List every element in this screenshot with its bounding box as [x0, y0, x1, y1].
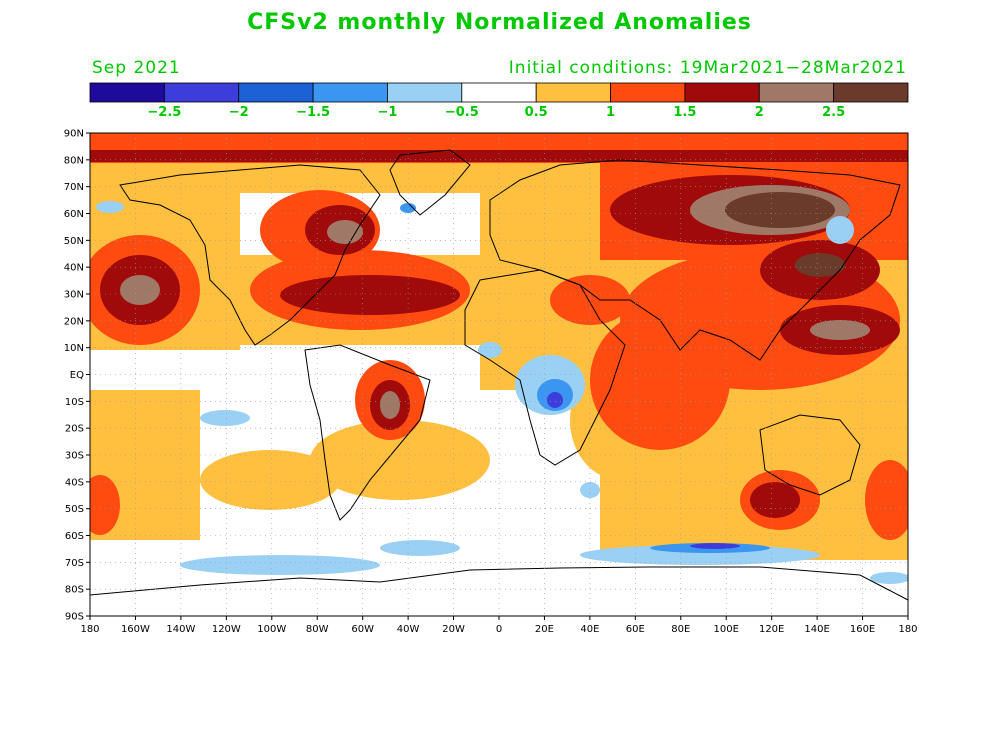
lon-tick-label: 160W [121, 624, 150, 635]
lat-tick-label: 40S [65, 477, 84, 488]
colorbar-label: 2 [755, 105, 764, 120]
lon-tick-label: 20E [535, 624, 554, 635]
lat-tick-label: 10N [64, 343, 84, 354]
initial-conditions: Initial conditions: 19Mar2021−28Mar2021 [508, 58, 907, 78]
colorbar-label: 2.5 [822, 105, 845, 120]
anomaly-band-minus-1.5-2.5 [547, 392, 740, 549]
colorbar-segment [758, 82, 835, 103]
south-america-outline [304, 344, 431, 521]
australia-outline [759, 414, 861, 496]
lat-tick-label: EQ [70, 370, 84, 381]
colorbar-label: −2.5 [147, 105, 181, 120]
colorbar-segment [833, 82, 909, 103]
lat-tick-label: 10S [65, 397, 84, 408]
colorbar-segment [238, 82, 314, 103]
colorbar-segment [387, 82, 463, 103]
lat-tick-label: 40N [64, 263, 84, 274]
colorbar-segment [610, 82, 686, 103]
lon-tick-label: 40E [580, 624, 599, 635]
north-america-outline [119, 164, 381, 346]
lon-tick-label: 40W [397, 624, 420, 635]
lat-tick-label: 80S [65, 585, 84, 596]
forecast-month: Sep 2021 [92, 58, 181, 78]
lat-tick-label: 70S [65, 558, 84, 569]
colorbar-segment [461, 82, 537, 103]
lat-tick-label: 50N [64, 236, 84, 247]
lon-tick-label: 60E [626, 624, 645, 635]
colorbar-label: −1.5 [296, 105, 330, 120]
colorbar-label: 0.5 [525, 105, 548, 120]
colorbar-segment [89, 82, 165, 103]
lat-tick-label: 90S [65, 612, 84, 623]
lat-tick-label: 60S [65, 531, 84, 542]
lat-tick-label: 30S [65, 451, 84, 462]
map-title: CFSv2 monthly Normalized Anomalies [247, 10, 752, 35]
greenland-outline [389, 149, 471, 216]
lon-tick-label: 140E [804, 624, 829, 635]
colorbar: −2.5 −2 −1.5 −1 −0.5 0.5 1 1.5 2 2.5 [89, 82, 909, 120]
lat-tick-label: 60N [64, 209, 84, 220]
lon-tick-label: 0 [496, 624, 502, 635]
lon-tick-label: 20W [442, 624, 465, 635]
lat-tick-label: 70N [64, 182, 84, 193]
map-gridlines [90, 133, 908, 616]
lon-tick-label: 100E [714, 624, 739, 635]
colorbar-label: 1 [606, 105, 615, 120]
lat-tick-label: 20S [65, 424, 84, 435]
lon-tick-label: 140W [166, 624, 195, 635]
colorbar-segment [684, 82, 760, 103]
lon-tick-label: 160E [850, 624, 875, 635]
lat-tick-label: 80N [64, 155, 84, 166]
lat-tick-label: 90N [64, 129, 84, 140]
lon-tick-label: 80E [671, 624, 690, 635]
lon-tick-label: 120W [212, 624, 241, 635]
antarctica-outline [90, 566, 908, 601]
colorbar-label: −1 [377, 105, 397, 120]
colorbar-segment [163, 82, 240, 103]
colorbar-label: −2 [229, 105, 249, 120]
colorbar-segment [535, 82, 611, 103]
lat-tick-label: 50S [65, 504, 84, 515]
colorbar-label: 1.5 [673, 105, 696, 120]
lat-tick-label: 30N [64, 290, 84, 301]
lon-tick-label: 100W [257, 624, 286, 635]
lat-tick-label: 20N [64, 316, 84, 327]
lon-tick-label: 180 [80, 624, 99, 635]
eurasia-outline [489, 159, 901, 361]
colorbar-segment [312, 82, 388, 103]
longitude-axis: 180 160W 140W 120W 100W 80W 60W 40W 20W 0 20E 40E 60… [80, 616, 918, 635]
anomaly-band-above-2.5 [725, 192, 845, 277]
lon-tick-label: 80W [306, 624, 329, 635]
lon-tick-label: 120E [759, 624, 784, 635]
coastlines [90, 149, 908, 601]
latitude-axis: 90N 80N 70N 60N 50N 40N 30N 20N 10N EQ 10S 20S 30S 40… [64, 129, 90, 623]
lon-tick-label: 180 [898, 624, 917, 635]
lon-tick-label: 60W [351, 624, 374, 635]
colorbar-label: −0.5 [445, 105, 479, 120]
africa-outline [464, 269, 626, 466]
